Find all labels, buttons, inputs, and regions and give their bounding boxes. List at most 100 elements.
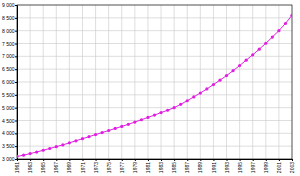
marker [251,53,254,56]
tick-label: 8 000 [2,28,15,34]
grid-line [174,5,175,159]
grid-line [17,120,292,121]
marker [81,137,84,140]
marker [179,103,182,106]
marker [28,152,31,155]
tick: 1961 [14,159,20,173]
tick-label: 2001 [276,162,282,173]
tick: 1993 [224,159,230,173]
marker [94,133,97,136]
grid [17,5,292,159]
grid-line [147,5,148,159]
grid-line [30,5,31,159]
tick-label: 7 000 [2,53,15,59]
grid-line [108,5,109,159]
tick: 6 000 [2,79,17,85]
marker [231,69,234,72]
tick: 4 000 [2,130,17,136]
tick: 1977 [119,159,125,173]
tick: 1995 [237,159,243,173]
grid-line [43,5,44,159]
tick: 1973 [93,159,99,173]
marker [264,42,267,45]
tick-label: 5 000 [2,105,15,111]
grid-line [161,5,162,159]
tick-label: 1969 [66,162,72,173]
tick-label: 4 000 [2,130,15,136]
grid-line [265,5,266,159]
tick-label: 4 500 [2,118,15,124]
tick: 1963 [27,159,33,173]
tick: 1997 [250,159,256,173]
marker [271,35,274,38]
tick-label: 1991 [211,162,217,173]
tick: 1999 [263,159,269,173]
series [17,14,292,158]
grid-line [56,5,57,159]
grid-line [17,133,292,134]
chart: 1961 1963 1965 1967 1969 1971 1973 1975 1977 1979… [0,0,300,176]
marker [107,129,110,132]
tick: 8 000 [2,28,17,34]
tick-label: 1965 [40,162,46,173]
tick: 6 500 [2,66,17,72]
marker [186,99,189,102]
marker [258,48,261,51]
tick-label: 1967 [53,162,59,173]
tick-label: 9 000 [2,2,15,8]
grid-line [17,43,292,44]
x-axis: 1961 1963 1965 1967 1969 1971 1973 1975 1977 1979… [14,159,295,173]
marker [101,131,104,134]
grid-line [17,82,292,83]
marker [166,109,169,112]
marker [17,155,19,158]
grid-line [239,5,240,159]
tick: 1971 [80,159,86,173]
tick: 1987 [184,159,190,173]
marker [133,120,136,123]
tick: 1969 [66,159,72,173]
tick: 1967 [53,159,59,173]
marker [205,87,208,90]
tick-label: 1997 [250,162,256,173]
marker [159,111,162,114]
tick-label: 3 500 [2,143,15,149]
tick-label: 8 500 [2,15,15,21]
grid-line [17,30,292,31]
tick: 1965 [40,159,46,173]
tick-label: 7 500 [2,41,15,47]
marker [153,114,156,117]
marker [212,83,215,86]
y-axis: 3 0003 5004 0004 5005 0005 5006 0006 500… [2,2,18,162]
grid-line [121,5,122,159]
tick-label: 1983 [158,162,164,173]
grid-line [69,5,70,159]
tick: 1983 [158,159,164,173]
tick: 3 500 [2,143,17,149]
tick-label: 1971 [80,162,86,173]
tick-label: 1975 [106,162,112,173]
marker [35,150,38,153]
marker [173,106,176,109]
marker [199,91,202,94]
tick-label: 1985 [171,162,177,173]
grid-line [17,94,292,95]
tick-label: 5 500 [2,92,15,98]
grid-line [187,5,188,159]
tick: 7 500 [2,41,17,47]
tick: 1975 [106,159,112,173]
tick: 1985 [171,159,177,173]
marker [42,149,45,152]
marker [68,141,71,144]
tick: 1991 [211,159,217,173]
marker [74,139,77,142]
tick: 1989 [197,159,203,173]
tick-label: 1979 [132,162,138,173]
marker [218,79,221,82]
tick: 5 000 [2,105,17,111]
marker [146,116,149,119]
plot: 1961 1963 1965 1967 1969 1971 1973 1975 1977 1979… [2,2,295,173]
tick-label: 1993 [224,162,230,173]
plot-frame [17,5,292,159]
marker [127,123,130,126]
